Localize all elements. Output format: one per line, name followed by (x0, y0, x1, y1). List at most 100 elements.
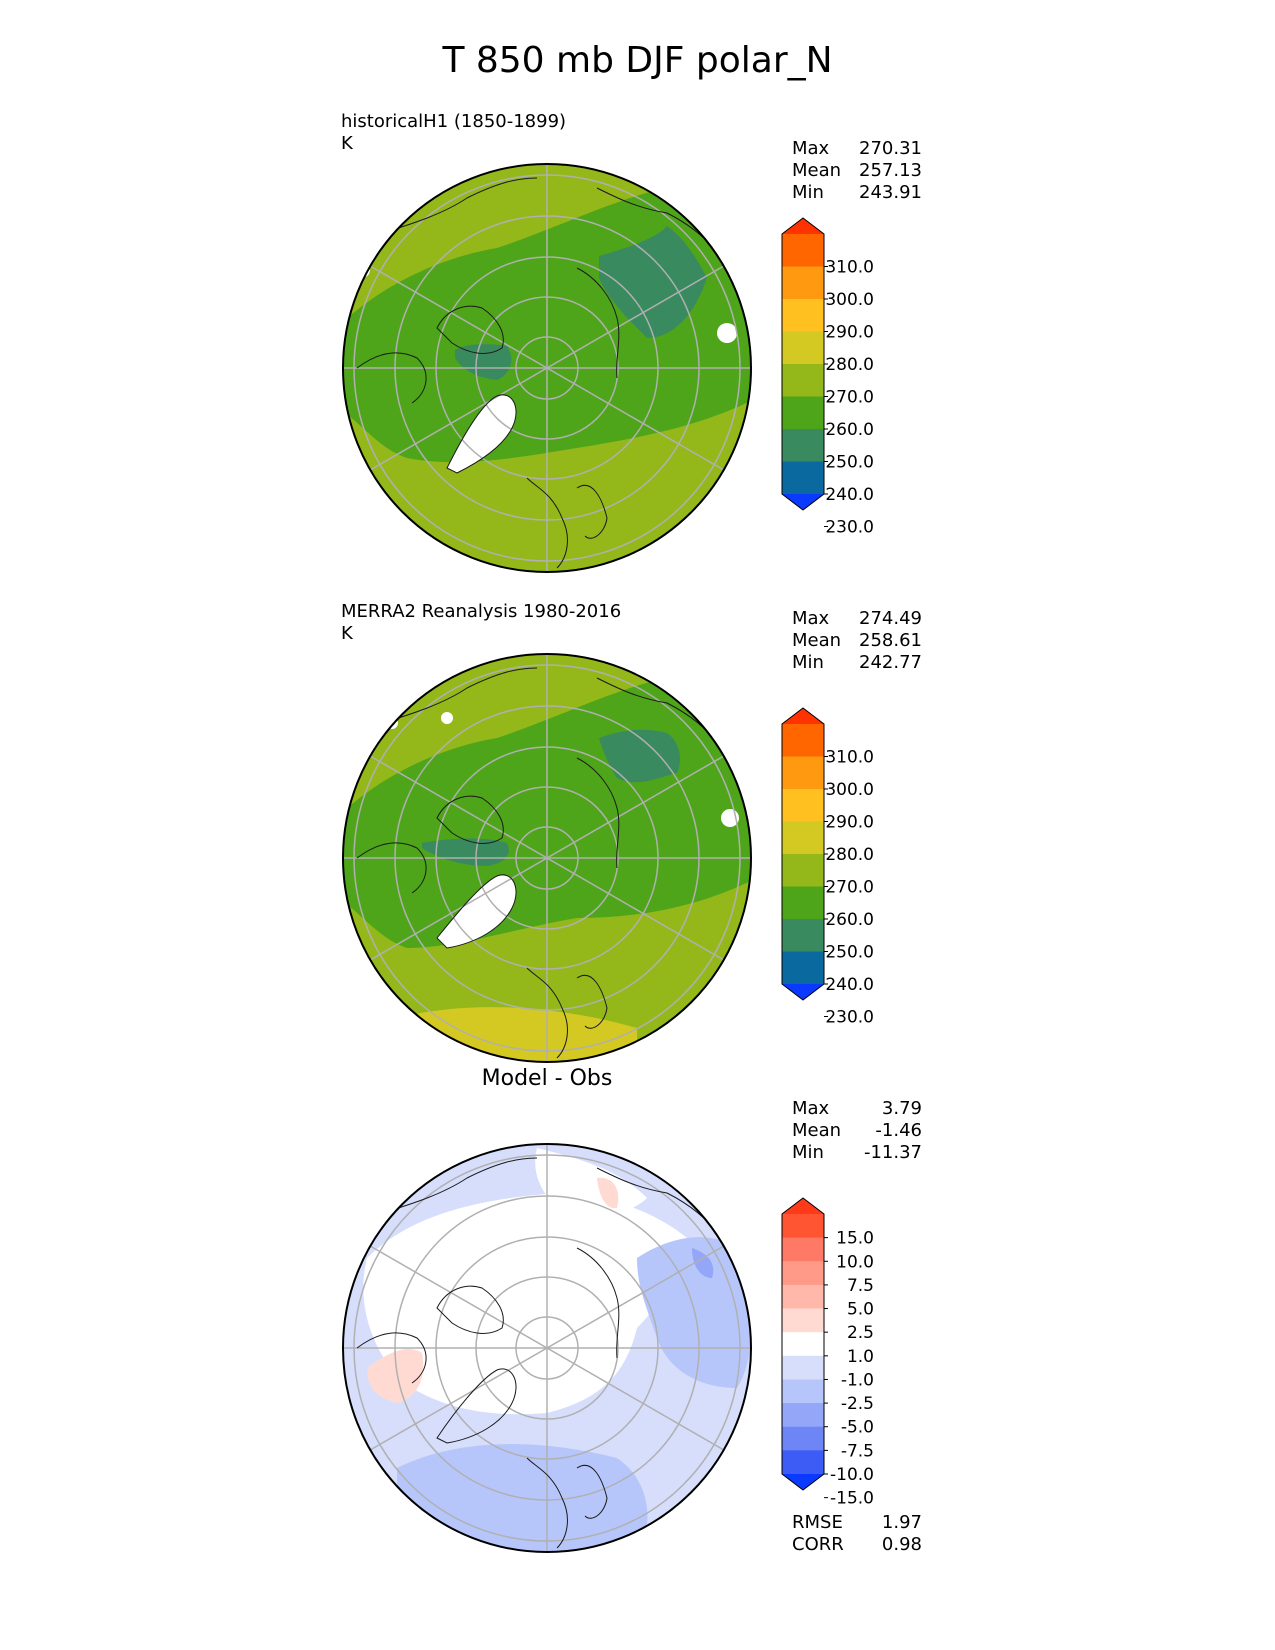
colorbar-tick-label: 290.0 (825, 323, 874, 343)
stat-value: -1.46 (875, 1120, 922, 1141)
polar-map (342, 163, 752, 573)
colorbar-segment (782, 886, 824, 920)
stats-block: Max 3.79 Mean -1.46 Min -11.37 (792, 1098, 922, 1164)
colorbar-tick-label: 280.0 (825, 845, 874, 865)
colorbar-tick-label: 270.0 (825, 878, 874, 898)
stat-label: Mean (792, 1120, 842, 1141)
colorbar-tick-label: 250.0 (825, 453, 874, 473)
band-plus-1 (367, 1348, 424, 1403)
colorbar-segment (782, 789, 824, 822)
contour-240-250-west (422, 838, 509, 866)
colorbar-extend-min (782, 984, 824, 1000)
colorbar-tick-label: 230.0 (825, 518, 874, 538)
stat-value: -11.37 (863, 1142, 922, 1163)
colorbar-segment (782, 854, 824, 887)
stat-label: Max (792, 138, 830, 159)
stat-label: Mean (792, 630, 842, 651)
colorbar-extend-min (782, 494, 824, 510)
band-plus-1-north (597, 1177, 619, 1209)
colorbar-tick-label: -10.0 (830, 1465, 874, 1485)
stat-label: Mean (792, 160, 842, 181)
greenland-blank (437, 874, 517, 948)
polar-map (342, 653, 752, 1063)
colorbar: 15.0 10.0 7.5 5.0 2.5 1.0 -1.0 -2.5 -5.0 -7.5 -10.… (781, 1197, 874, 1509)
stat-label: Min (792, 652, 824, 673)
colorbar-tick-label: -2.5 (841, 1394, 874, 1414)
greenland-blank (447, 394, 517, 473)
colorbar-segment (782, 1403, 824, 1428)
contour-240-250-east (599, 729, 680, 783)
graticule (343, 654, 751, 1062)
panel-model: historicalH1 (1850-1899) K (0, 0, 1275, 573)
colorbar-extend-max (782, 1198, 824, 1214)
stat-value: 242.77 (859, 652, 922, 673)
colorbar-segment (782, 756, 824, 790)
stats-block: Max 274.49 Mean 258.61 Min 242.77 (792, 608, 922, 674)
colorbar-segment (782, 396, 824, 430)
stat-value: 3.79 (881, 1098, 922, 1119)
metric-label: RMSE (792, 1512, 843, 1533)
colorbar-tick-label: 2.5 (847, 1323, 874, 1343)
colorbar-segment (782, 1379, 824, 1404)
figure-title: T 850 mb DJF polar_N (442, 40, 833, 81)
colorbar-tick-label: -1.0 (841, 1370, 874, 1390)
colorbar-tick-label: 240.0 (825, 975, 874, 995)
colorbar-segment (782, 1355, 824, 1380)
colorbar-tick-label: 260.0 (825, 910, 874, 930)
colorbar: 310.0 300.0 290.0 280.0 270.0 260.0 250.0 240.0… (781, 707, 874, 1028)
colorbar-segment (782, 266, 824, 300)
colorbar-segment (782, 821, 824, 855)
colorbar-tick-label: 15.0 (836, 1229, 874, 1249)
colorbar-tick-label: 290.0 (825, 813, 874, 833)
band-minus-5-south (397, 1444, 648, 1552)
colorbar-tick-label: 280.0 (825, 355, 874, 375)
colorbar-tick-label: 300.0 (825, 780, 874, 800)
panel-title: Model - Obs (481, 1066, 613, 1091)
colorbar-segment (782, 1308, 824, 1333)
metric-value: 1.97 (881, 1512, 922, 1533)
stat-label: Max (792, 1098, 830, 1119)
colorbar-segment (782, 919, 824, 952)
colorbar-tick-label: 230.0 (825, 1008, 874, 1028)
colorbar-segment (782, 1426, 824, 1451)
graticule (343, 164, 751, 572)
panel-units: K (341, 133, 353, 154)
coastlines (356, 1157, 723, 1549)
map-boundary (342, 1143, 752, 1553)
colorbar-tick-label: 240.0 (825, 485, 874, 505)
colorbar-segment (782, 331, 824, 365)
colorbar-segment (782, 1237, 824, 1262)
metric-value: 0.98 (881, 1534, 922, 1555)
stat-value: 243.91 (859, 182, 922, 203)
colorbar-tick-label: -15.0 (830, 1489, 874, 1509)
stat-value: 274.49 (859, 608, 922, 629)
colorbar-segment (782, 234, 824, 267)
colorbar-tick-label: -7.5 (841, 1441, 874, 1461)
contour-240-250-east (599, 226, 707, 338)
panel-obs: MERRA2 Reanalysis 1980-2016 K (341, 601, 922, 1063)
stat-value: 258.61 (859, 630, 922, 651)
colorbar: 310.0 300.0 290.0 280.0 270.0 260.0 250.0 240.0… (781, 217, 874, 538)
colorbar-extend-max (782, 708, 824, 724)
panel-diff: Model - Obs (342, 1066, 922, 1555)
stats-block: Max 270.31 Mean 257.13 Min 243.91 (792, 138, 922, 204)
colorbar-extend-max (782, 218, 824, 234)
colorbar-tick-label: 7.5 (847, 1276, 874, 1296)
colorbar-segment (782, 1214, 824, 1239)
stat-label: Min (792, 182, 824, 203)
colorbar-segment (782, 364, 824, 397)
colorbar-tick-label: 310.0 (825, 748, 874, 768)
colorbar-tick-label: 270.0 (825, 388, 874, 408)
map-boundary (342, 653, 752, 1063)
colorbar-segment (782, 1332, 824, 1357)
panel-units: K (341, 623, 353, 644)
band-minus-7-5 (692, 1248, 714, 1278)
stat-value: 257.13 (859, 160, 922, 181)
colorbar-segment (782, 299, 824, 332)
blank-patch (441, 712, 453, 724)
colorbar-segment (782, 1450, 824, 1475)
stat-label: Min (792, 1142, 824, 1163)
colorbar-segment (782, 1261, 824, 1286)
panel-title: historicalH1 (1850-1899) (341, 111, 567, 132)
colorbar-extend-min (782, 1474, 824, 1490)
